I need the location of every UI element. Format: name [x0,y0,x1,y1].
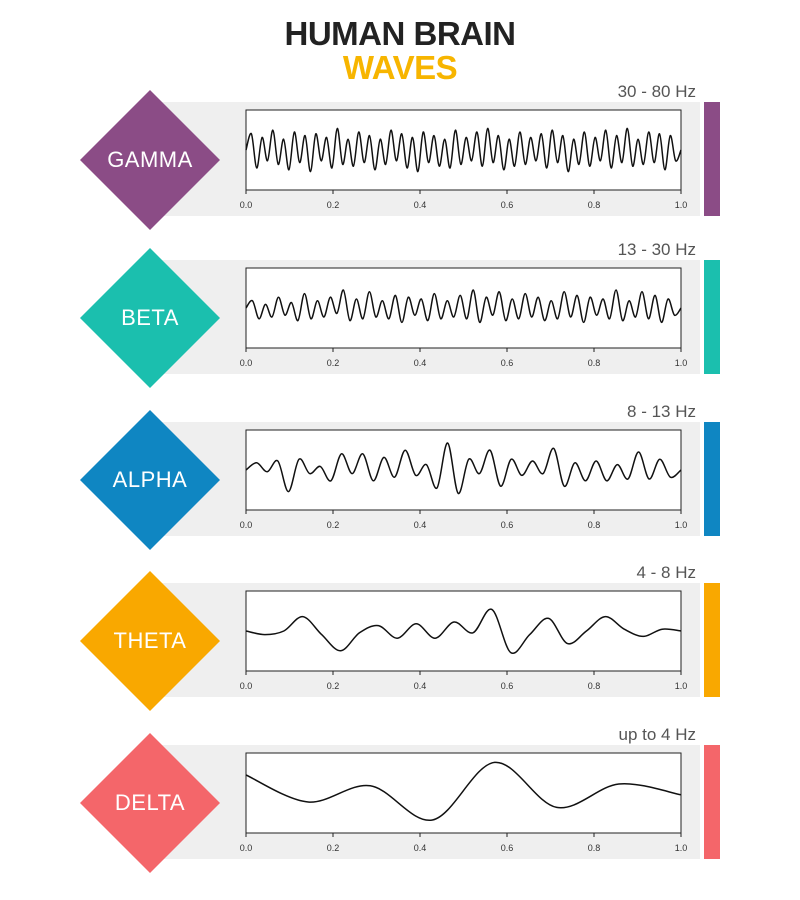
x-tick-label: 0.2 [327,200,340,210]
x-tick-label: 0.2 [327,520,340,530]
plot-frame [245,590,682,672]
band-frequency: 30 - 80 Hz [617,82,696,101]
band-beta: 13 - 30 Hz BETA 0.0 0.2 0.4 0.6 0.8 1.0 [0,240,800,410]
diamond-shape [80,410,220,550]
band-diamond [80,248,220,388]
x-tick-label: 0.8 [588,358,601,368]
x-tick-label: 0.6 [501,520,514,530]
band-theta: 4 - 8 Hz THETA 0.0 0.2 0.4 0.6 0.8 1.0 [0,563,800,733]
band-diamond [80,90,220,230]
band-color-bar [704,102,720,216]
x-tick-label: 0.6 [501,200,514,210]
band-alpha: 8 - 13 Hz ALPHA 0.0 0.2 0.4 0.6 0.8 1.0 [0,402,800,572]
plot-frame [245,752,682,834]
x-tick-label: 0.6 [501,681,514,691]
band-frequency: 13 - 30 Hz [617,240,696,259]
page-subtitle: WAVES [342,49,458,86]
x-tick-label: 0.4 [414,200,427,210]
band-frequency: up to 4 Hz [618,725,697,744]
band-name: BETA [121,305,179,330]
band-frequency: 8 - 13 Hz [627,402,696,421]
x-tick-label: 0.0 [240,843,253,853]
x-tick-label: 0.0 [240,358,253,368]
wave-plot: 0.0 0.2 0.4 0.6 0.8 1.0 [240,429,688,530]
band-delta: up to 4 Hz DELTA 0.0 0.2 0.4 0.6 0.8 1.0 [0,725,800,895]
band-diamond [80,410,220,550]
x-tick-label: 1.0 [675,843,688,853]
x-tick-label: 0.8 [588,681,601,691]
waveform-line [245,127,682,173]
band-color-bar [704,745,720,859]
band-color-bar [704,422,720,536]
x-tick-label: 0.6 [501,843,514,853]
x-tick-label: 0.6 [501,358,514,368]
x-tick-label: 0.4 [414,843,427,853]
diamond-shape [80,90,220,230]
band-color-bar [704,260,720,374]
x-tick-label: 0.2 [327,843,340,853]
x-tick-label: 0.4 [414,358,427,368]
waveform-line [245,608,682,654]
band-color-bar [704,583,720,697]
x-tick-label: 0.0 [240,520,253,530]
x-tick-label: 0.8 [588,843,601,853]
waveform-line [245,761,682,821]
x-tick-label: 0.4 [414,520,427,530]
band-gamma: 30 - 80 Hz GAMMA 0.0 0.2 0.4 0.6 0.8 1.0 [0,82,800,252]
waveform-line [245,442,682,495]
diamond-shape [80,248,220,388]
diamond-shape [80,733,220,873]
wave-plot: 0.0 0.2 0.4 0.6 0.8 1.0 [240,590,688,691]
band-name: THETA [113,628,187,653]
band-name: GAMMA [107,147,193,172]
band-name: ALPHA [112,467,188,492]
x-tick-label: 1.0 [675,358,688,368]
band-name: DELTA [114,790,186,815]
band-diamond [80,571,220,711]
page-title: HUMAN BRAIN [284,15,516,52]
x-tick-label: 0.0 [240,681,253,691]
x-tick-label: 0.0 [240,200,253,210]
x-tick-label: 0.8 [588,520,601,530]
x-tick-label: 1.0 [675,520,688,530]
x-tick-label: 1.0 [675,681,688,691]
waveform-line [245,289,682,324]
diamond-shape [80,571,220,711]
x-tick-label: 1.0 [675,200,688,210]
x-tick-label: 0.2 [327,681,340,691]
wave-plot: 0.0 0.2 0.4 0.6 0.8 1.0 [240,267,688,368]
band-diamond [80,733,220,873]
band-frequency: 4 - 8 Hz [636,563,696,582]
x-tick-label: 0.4 [414,681,427,691]
x-tick-label: 0.2 [327,358,340,368]
plot-frame [245,429,682,511]
x-tick-label: 0.8 [588,200,601,210]
wave-plot: 0.0 0.2 0.4 0.6 0.8 1.0 [240,109,688,210]
wave-plot: 0.0 0.2 0.4 0.6 0.8 1.0 [240,752,688,853]
